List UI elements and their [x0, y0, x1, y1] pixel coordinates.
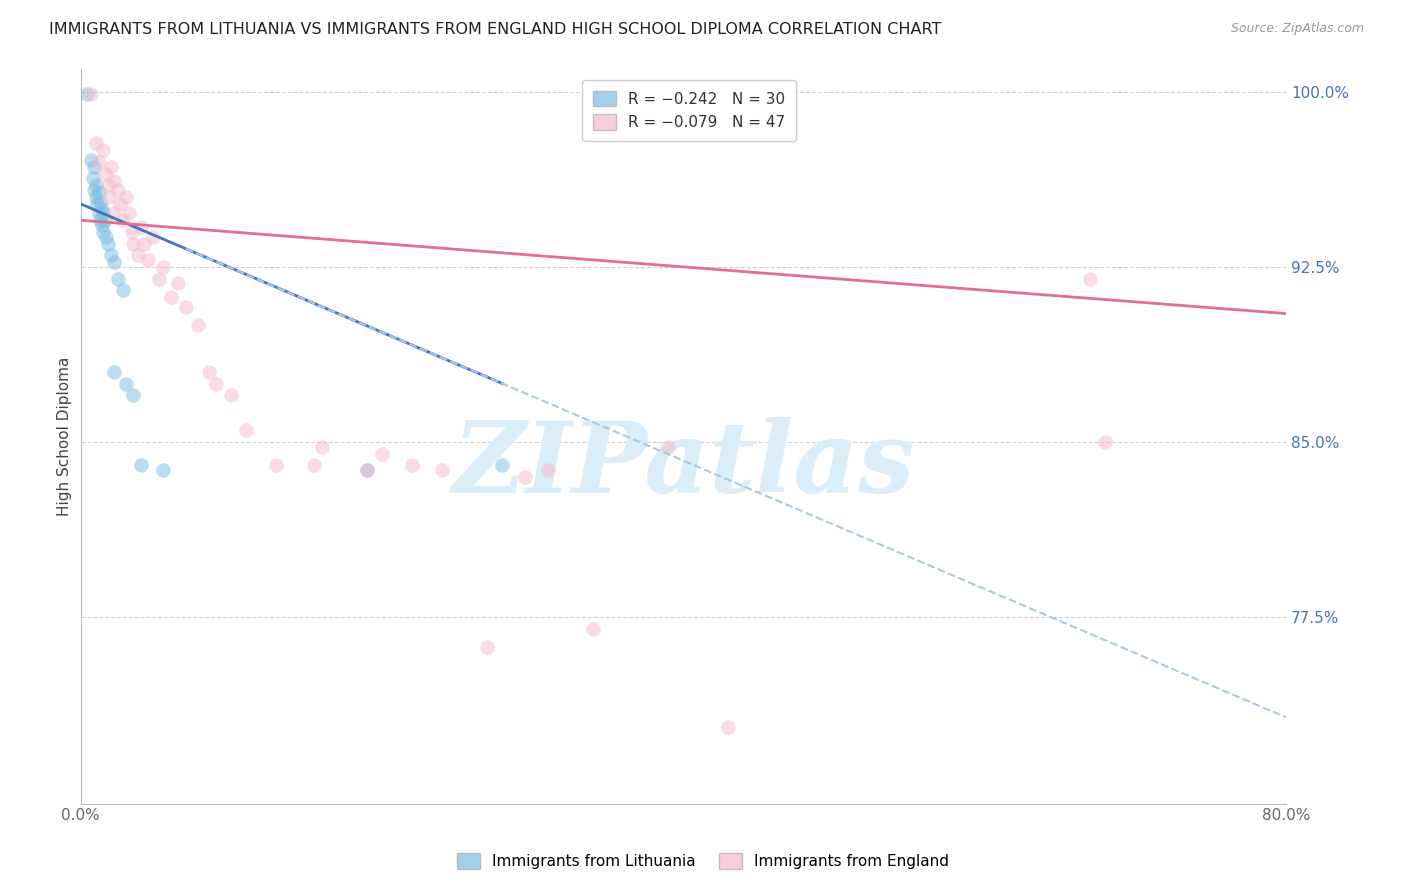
Point	[107, 183, 129, 197]
Point	[82, 171, 104, 186]
Point	[148, 271, 170, 285]
Point	[401, 458, 423, 473]
Point	[657, 440, 679, 454]
Point	[108, 197, 131, 211]
Point	[122, 236, 145, 251]
Point	[187, 318, 209, 333]
Point	[513, 470, 536, 484]
Point	[1094, 434, 1116, 449]
Point	[100, 160, 122, 174]
Point	[91, 225, 114, 239]
Point	[91, 206, 114, 220]
Point	[89, 213, 111, 227]
Point	[107, 271, 129, 285]
Point	[94, 167, 117, 181]
Point	[356, 463, 378, 477]
Point	[136, 252, 159, 267]
Point	[86, 197, 108, 211]
Point	[114, 376, 136, 391]
Point	[1078, 271, 1101, 285]
Point	[84, 178, 107, 193]
Text: ZIPatlas: ZIPatlas	[453, 417, 914, 514]
Point	[127, 248, 149, 262]
Point	[491, 458, 513, 473]
Point	[235, 423, 257, 437]
Point	[103, 365, 125, 379]
Point	[90, 202, 112, 216]
Point	[266, 458, 288, 473]
Point	[83, 160, 105, 174]
Point	[89, 194, 111, 209]
Text: Source: ZipAtlas.com: Source: ZipAtlas.com	[1230, 22, 1364, 36]
Point	[94, 229, 117, 244]
Point	[122, 388, 145, 402]
Point	[76, 87, 98, 102]
Point	[80, 153, 103, 167]
Point	[87, 185, 110, 199]
Point	[87, 206, 110, 220]
Point	[103, 255, 125, 269]
Point	[132, 236, 155, 251]
Point	[91, 143, 114, 157]
Point	[87, 154, 110, 169]
Point	[582, 622, 605, 636]
Point	[302, 458, 325, 473]
Point	[197, 365, 219, 379]
Point	[219, 388, 242, 402]
Point	[311, 440, 333, 454]
Point	[477, 640, 499, 655]
Point	[174, 300, 197, 314]
Point	[371, 446, 394, 460]
Point	[167, 277, 190, 291]
Point	[717, 720, 740, 734]
Point	[97, 178, 120, 193]
Point	[84, 190, 107, 204]
Point	[430, 463, 453, 477]
Point	[84, 136, 107, 151]
Point	[93, 213, 115, 227]
Point	[121, 225, 143, 239]
Point	[100, 248, 122, 262]
Point	[205, 376, 228, 391]
Point	[98, 190, 121, 204]
Point	[97, 236, 120, 251]
Point	[160, 290, 183, 304]
Point	[111, 283, 134, 297]
Point	[536, 463, 558, 477]
Point	[114, 190, 136, 204]
Point	[129, 220, 152, 235]
Y-axis label: High School Diploma: High School Diploma	[58, 357, 72, 516]
Point	[118, 206, 141, 220]
Point	[142, 229, 165, 244]
Point	[356, 463, 378, 477]
Point	[83, 183, 105, 197]
Point	[103, 206, 125, 220]
Point	[152, 463, 174, 477]
Legend: R = −0.242   N = 30, R = −0.079   N = 47: R = −0.242 N = 30, R = −0.079 N = 47	[582, 80, 796, 141]
Point	[103, 173, 125, 187]
Text: IMMIGRANTS FROM LITHUANIA VS IMMIGRANTS FROM ENGLAND HIGH SCHOOL DIPLOMA CORRELA: IMMIGRANTS FROM LITHUANIA VS IMMIGRANTS …	[49, 22, 942, 37]
Point	[80, 87, 103, 102]
Legend: Immigrants from Lithuania, Immigrants from England: Immigrants from Lithuania, Immigrants fr…	[451, 847, 955, 875]
Point	[152, 260, 174, 274]
Point	[90, 218, 112, 232]
Point	[111, 213, 134, 227]
Point	[129, 458, 152, 473]
